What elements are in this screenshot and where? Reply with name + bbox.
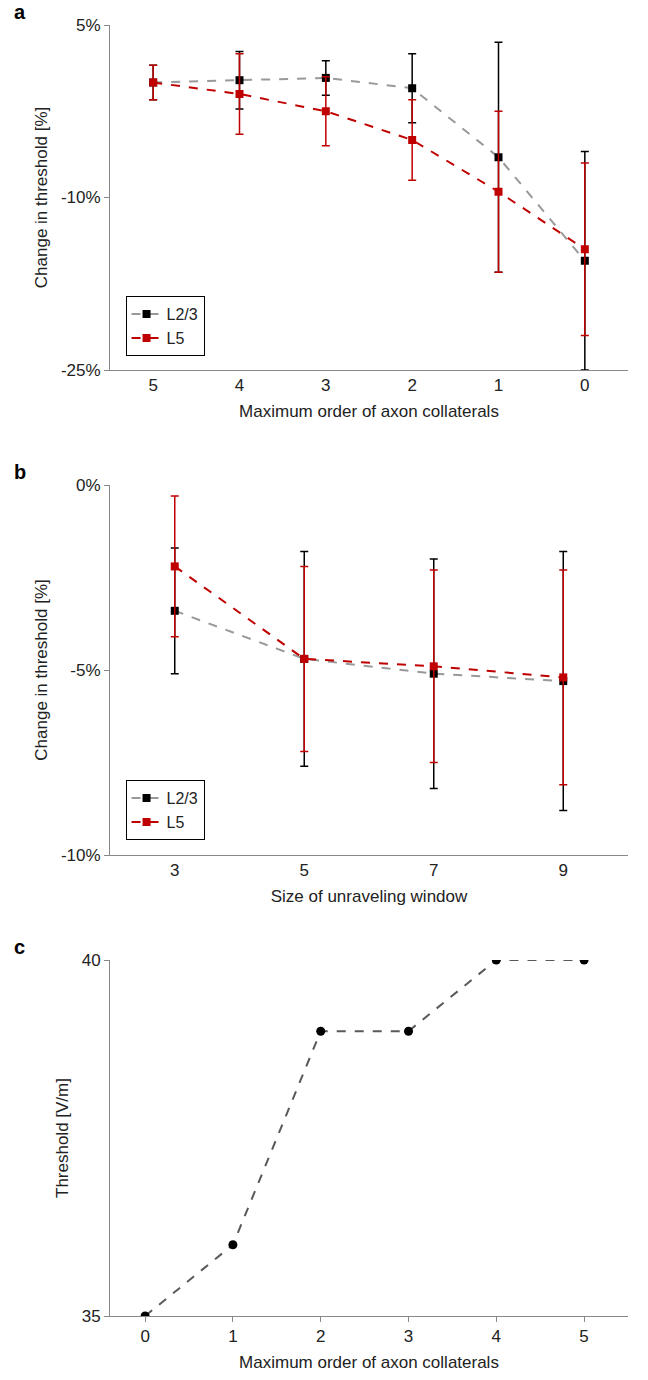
svg-text:Size of unraveling window: Size of unraveling window	[271, 887, 468, 906]
svg-text:L5: L5	[167, 330, 185, 347]
svg-text:1: 1	[494, 376, 503, 395]
svg-text:9: 9	[559, 861, 568, 880]
svg-text:Maximum order of axon collater: Maximum order of axon collaterals	[239, 402, 499, 421]
svg-text:3: 3	[170, 861, 179, 880]
svg-text:3: 3	[404, 1327, 413, 1346]
svg-text:5%: 5%	[76, 16, 101, 35]
svg-text:4: 4	[235, 376, 244, 395]
svg-text:0%: 0%	[76, 476, 101, 495]
svg-text:3: 3	[321, 376, 330, 395]
svg-text:4: 4	[492, 1327, 501, 1346]
svg-text:Change in threshold [%]: Change in threshold [%]	[32, 579, 51, 760]
svg-text:Change in threshold [%]: Change in threshold [%]	[32, 107, 51, 288]
svg-text:5: 5	[148, 376, 157, 395]
svg-text:0: 0	[580, 376, 589, 395]
svg-text:L2/3: L2/3	[167, 306, 198, 323]
svg-text:35: 35	[82, 1307, 101, 1326]
svg-text:5: 5	[300, 861, 309, 880]
svg-text:40: 40	[82, 951, 101, 970]
svg-text:L2/3: L2/3	[167, 790, 198, 807]
svg-text:-5%: -5%	[70, 661, 100, 680]
svg-text:b: b	[14, 461, 26, 483]
svg-text:-10%: -10%	[61, 188, 101, 207]
svg-text:L5: L5	[167, 814, 185, 831]
svg-text:Threshold [V/m]: Threshold [V/m]	[53, 1078, 72, 1198]
svg-text:-10%: -10%	[61, 846, 101, 865]
svg-text:2: 2	[316, 1327, 325, 1346]
svg-text:-25%: -25%	[61, 361, 101, 380]
svg-text:Maximum order of axon collater: Maximum order of axon collaterals	[239, 1353, 499, 1372]
svg-text:7: 7	[429, 861, 438, 880]
svg-text:2: 2	[407, 376, 416, 395]
svg-text:1: 1	[228, 1327, 237, 1346]
svg-text:5: 5	[579, 1327, 588, 1346]
svg-text:0: 0	[140, 1327, 149, 1346]
svg-text:c: c	[14, 936, 25, 958]
svg-text:a: a	[14, 1, 26, 23]
